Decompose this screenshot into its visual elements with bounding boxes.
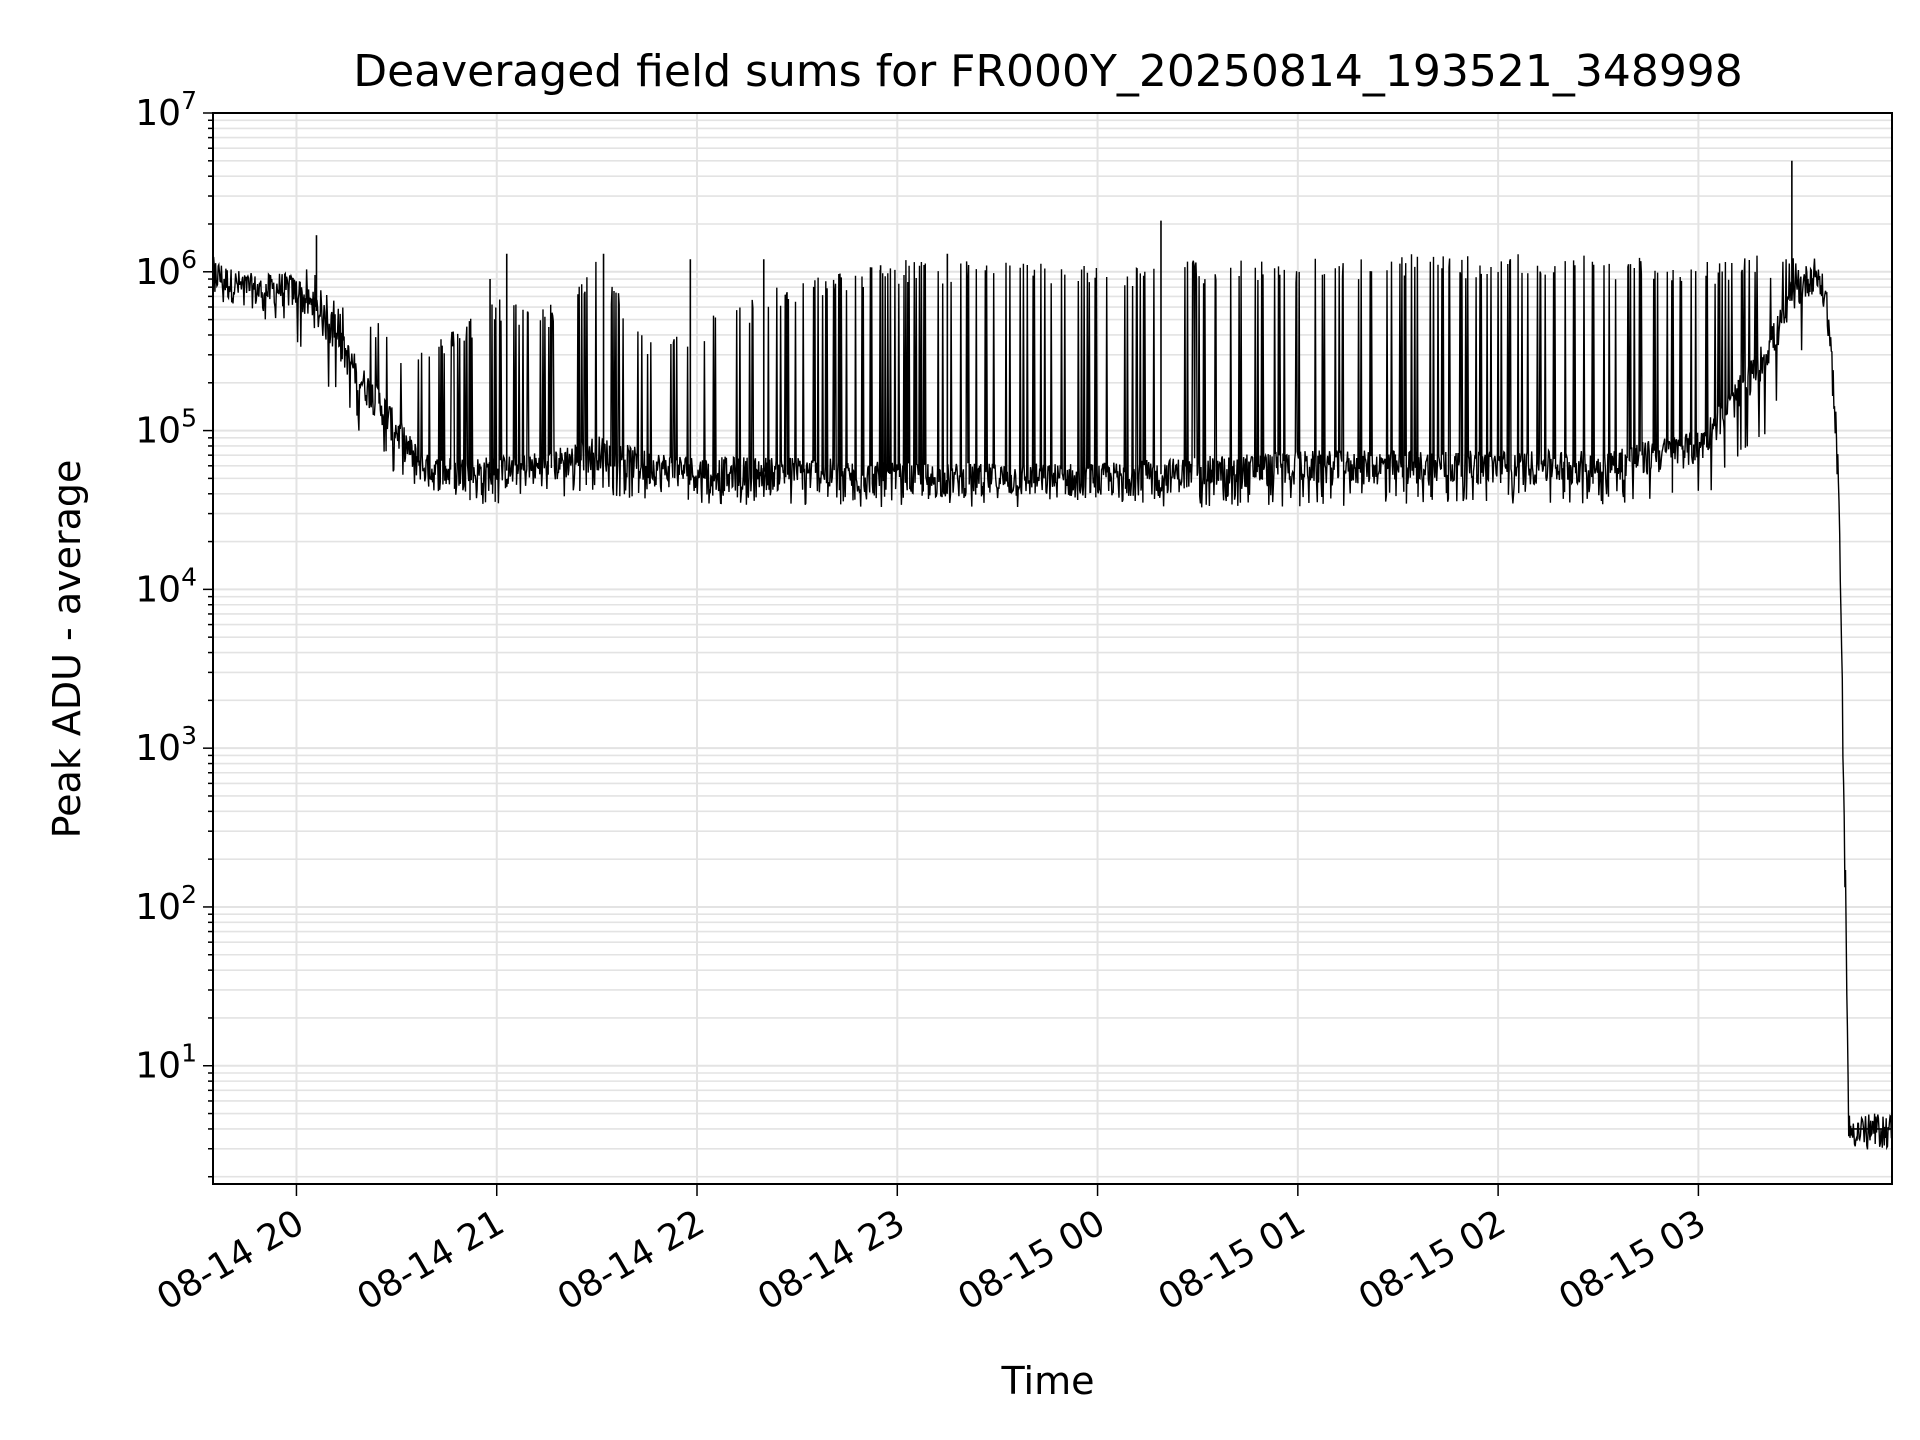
x-tick-label: 08-15 02 bbox=[1352, 1202, 1513, 1318]
y-tick-base: 10 bbox=[135, 887, 181, 928]
x-tick-label: 08-14 20 bbox=[150, 1202, 311, 1318]
y-tick-exponent: 7 bbox=[181, 86, 197, 115]
y-tick-label: 101 bbox=[135, 1039, 197, 1087]
y-tick-base: 10 bbox=[135, 569, 181, 610]
y-tick-base: 10 bbox=[135, 411, 181, 452]
grid bbox=[213, 112, 1892, 1184]
y-tick-label: 105 bbox=[135, 404, 197, 452]
x-tick-label: 08-15 03 bbox=[1552, 1202, 1713, 1318]
y-tick-exponent: 5 bbox=[181, 404, 197, 433]
y-tick-label: 103 bbox=[135, 721, 197, 769]
y-tick-base: 10 bbox=[135, 93, 181, 134]
y-tick-exponent: 3 bbox=[181, 721, 197, 750]
chart-title: Deaveraged field sums for FR000Y_2025081… bbox=[353, 46, 1743, 97]
series-line bbox=[212, 254, 1893, 1151]
x-tick-label: 08-14 21 bbox=[351, 1202, 512, 1318]
y-tick-base: 10 bbox=[135, 252, 181, 293]
y-tick-exponent: 1 bbox=[181, 1039, 197, 1068]
x-tick-label: 08-15 00 bbox=[951, 1202, 1112, 1318]
y-tick-exponent: 4 bbox=[181, 562, 197, 591]
y-tick-label: 102 bbox=[135, 880, 197, 928]
y-tick-label: 104 bbox=[135, 562, 197, 610]
axes-frame bbox=[212, 112, 1893, 1185]
x-tick-label: 08-14 22 bbox=[551, 1202, 712, 1318]
y-tick-exponent: 6 bbox=[181, 245, 197, 274]
y-tick-label: 106 bbox=[135, 245, 197, 293]
y-tick-base: 10 bbox=[135, 1046, 181, 1087]
x-tick-label: 08-15 01 bbox=[1152, 1202, 1313, 1318]
x-axis: 08-14 20 08-14 21 08-14 22 08-14 23 08-15 00… bbox=[150, 1184, 1713, 1319]
plot-area bbox=[212, 160, 1893, 1151]
y-tick-label: 107 bbox=[135, 86, 197, 134]
y-tick-base: 10 bbox=[135, 728, 181, 769]
x-axis-label: Time bbox=[1001, 1359, 1095, 1403]
y-axis-label: Peak ADU - average bbox=[45, 460, 89, 839]
y-tick-exponent: 2 bbox=[181, 880, 197, 909]
x-tick-label: 08-14 23 bbox=[751, 1202, 912, 1318]
